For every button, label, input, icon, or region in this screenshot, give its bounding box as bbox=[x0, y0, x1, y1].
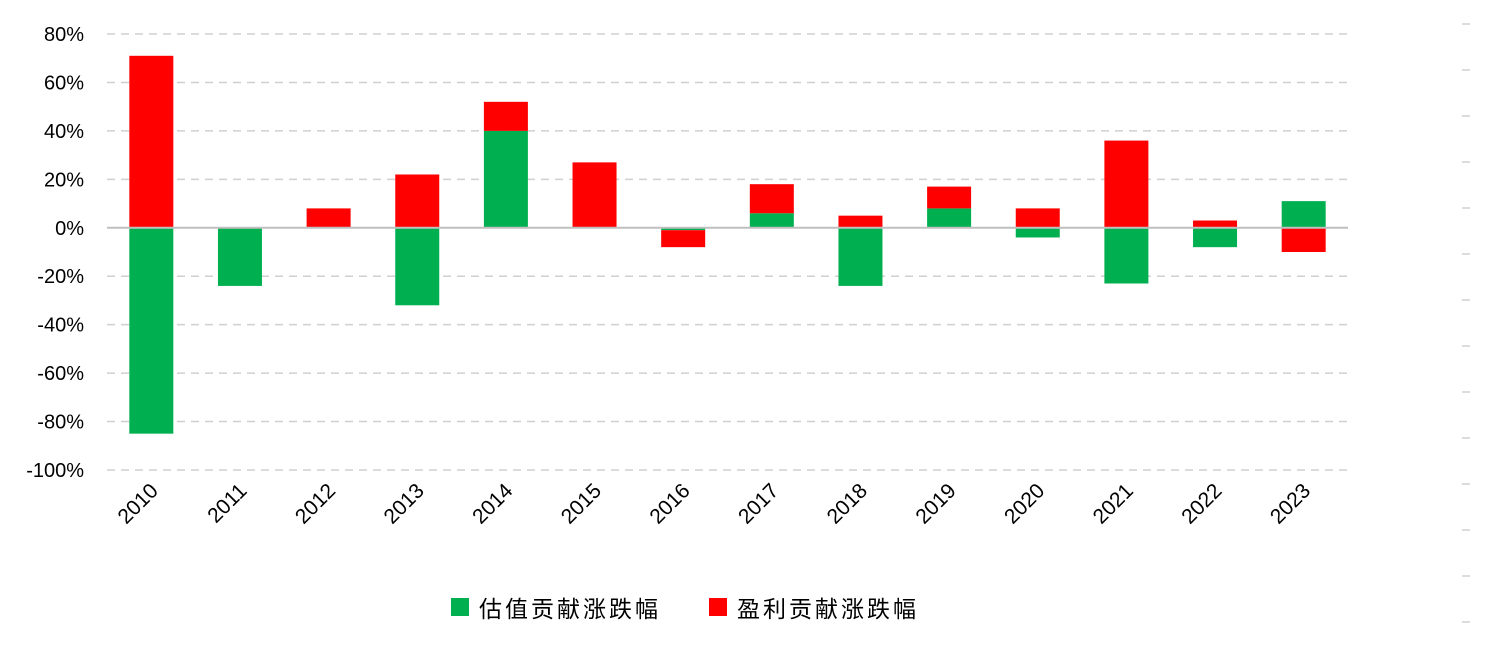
x-tick-label: 2016 bbox=[645, 479, 694, 528]
bar-valuation-2019 bbox=[927, 208, 972, 228]
bar-earnings-2019 bbox=[927, 186, 972, 209]
bar-earnings-2016 bbox=[661, 230, 706, 248]
legend: 估值贡献涨跌幅 盈利贡献涨跌幅 bbox=[0, 590, 1370, 624]
y-tick-label: 0% bbox=[55, 218, 84, 240]
y-tick-label: -100% bbox=[26, 460, 84, 482]
bar-valuation-2010 bbox=[129, 227, 174, 434]
x-tick-label: 2010 bbox=[114, 479, 163, 528]
x-tick-label: 2020 bbox=[1000, 479, 1049, 528]
y-tick-label: 40% bbox=[44, 121, 84, 143]
legend-swatch-valuation bbox=[451, 598, 469, 616]
bar-earnings-2015 bbox=[572, 162, 617, 228]
legend-item-valuation: 估值贡献涨跌幅 bbox=[451, 590, 661, 624]
bar-valuation-2018 bbox=[838, 227, 883, 286]
bar-valuation-2023 bbox=[1281, 201, 1326, 228]
x-tick-label: 2011 bbox=[203, 479, 251, 527]
bar-valuation-2013 bbox=[395, 227, 440, 306]
x-tick-label: 2015 bbox=[557, 479, 606, 528]
x-tick-label: 2023 bbox=[1266, 479, 1315, 528]
y-tick-label: -20% bbox=[37, 266, 84, 288]
bar-valuation-2014 bbox=[483, 130, 528, 228]
bar-earnings-2010 bbox=[129, 55, 174, 228]
bar-earnings-2012 bbox=[306, 208, 351, 228]
bar-earnings-2020 bbox=[1015, 208, 1060, 228]
y-tick-label: 20% bbox=[44, 169, 84, 191]
legend-item-earnings: 盈利贡献涨跌幅 bbox=[709, 590, 919, 624]
x-tick-label: 2013 bbox=[379, 479, 428, 528]
bar-valuation-2022 bbox=[1193, 227, 1238, 248]
legend-label-earnings: 盈利贡献涨跌幅 bbox=[737, 597, 919, 623]
bar-earnings-2017 bbox=[749, 184, 794, 214]
x-tick-label: 2018 bbox=[823, 479, 872, 528]
y-tick-label: 60% bbox=[44, 72, 84, 94]
x-tick-label: 2019 bbox=[911, 479, 960, 528]
bar-valuation-2021 bbox=[1104, 227, 1149, 284]
legend-label-valuation: 估值贡献涨跌幅 bbox=[479, 597, 661, 623]
y-tick-label: -40% bbox=[37, 315, 84, 337]
bar-earnings-2013 bbox=[395, 174, 440, 228]
bar-earnings-2021 bbox=[1104, 140, 1149, 228]
bar-valuation-2016 bbox=[661, 227, 706, 231]
bar-earnings-2023 bbox=[1281, 227, 1326, 252]
x-tick-label: 2017 bbox=[734, 479, 783, 528]
bar-valuation-2020 bbox=[1015, 227, 1060, 238]
y-tick-label: 80% bbox=[44, 24, 84, 46]
x-tick-label: 2012 bbox=[291, 479, 340, 528]
bar-earnings-2018 bbox=[838, 215, 883, 228]
bar-earnings-2014 bbox=[483, 101, 528, 131]
bar-valuation-2011 bbox=[217, 227, 262, 286]
bar-valuation-2017 bbox=[749, 213, 794, 228]
x-tick-label: 2014 bbox=[468, 479, 518, 529]
x-tick-label: 2022 bbox=[1177, 479, 1226, 528]
bar-earnings-2022 bbox=[1193, 220, 1238, 228]
y-tick-label: -60% bbox=[37, 363, 84, 385]
legend-swatch-earnings bbox=[709, 598, 727, 616]
x-tick-label: 2021 bbox=[1089, 479, 1138, 528]
y-tick-label: -80% bbox=[37, 412, 84, 434]
